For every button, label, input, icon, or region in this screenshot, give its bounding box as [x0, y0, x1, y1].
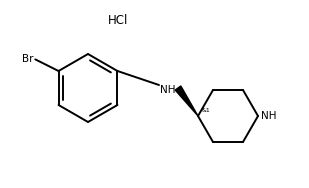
Text: NH: NH [261, 111, 277, 121]
Text: &1: &1 [202, 108, 211, 113]
Polygon shape [175, 86, 198, 116]
Text: NH: NH [160, 85, 176, 95]
Text: HCl: HCl [108, 14, 128, 27]
Text: Br: Br [22, 54, 33, 64]
